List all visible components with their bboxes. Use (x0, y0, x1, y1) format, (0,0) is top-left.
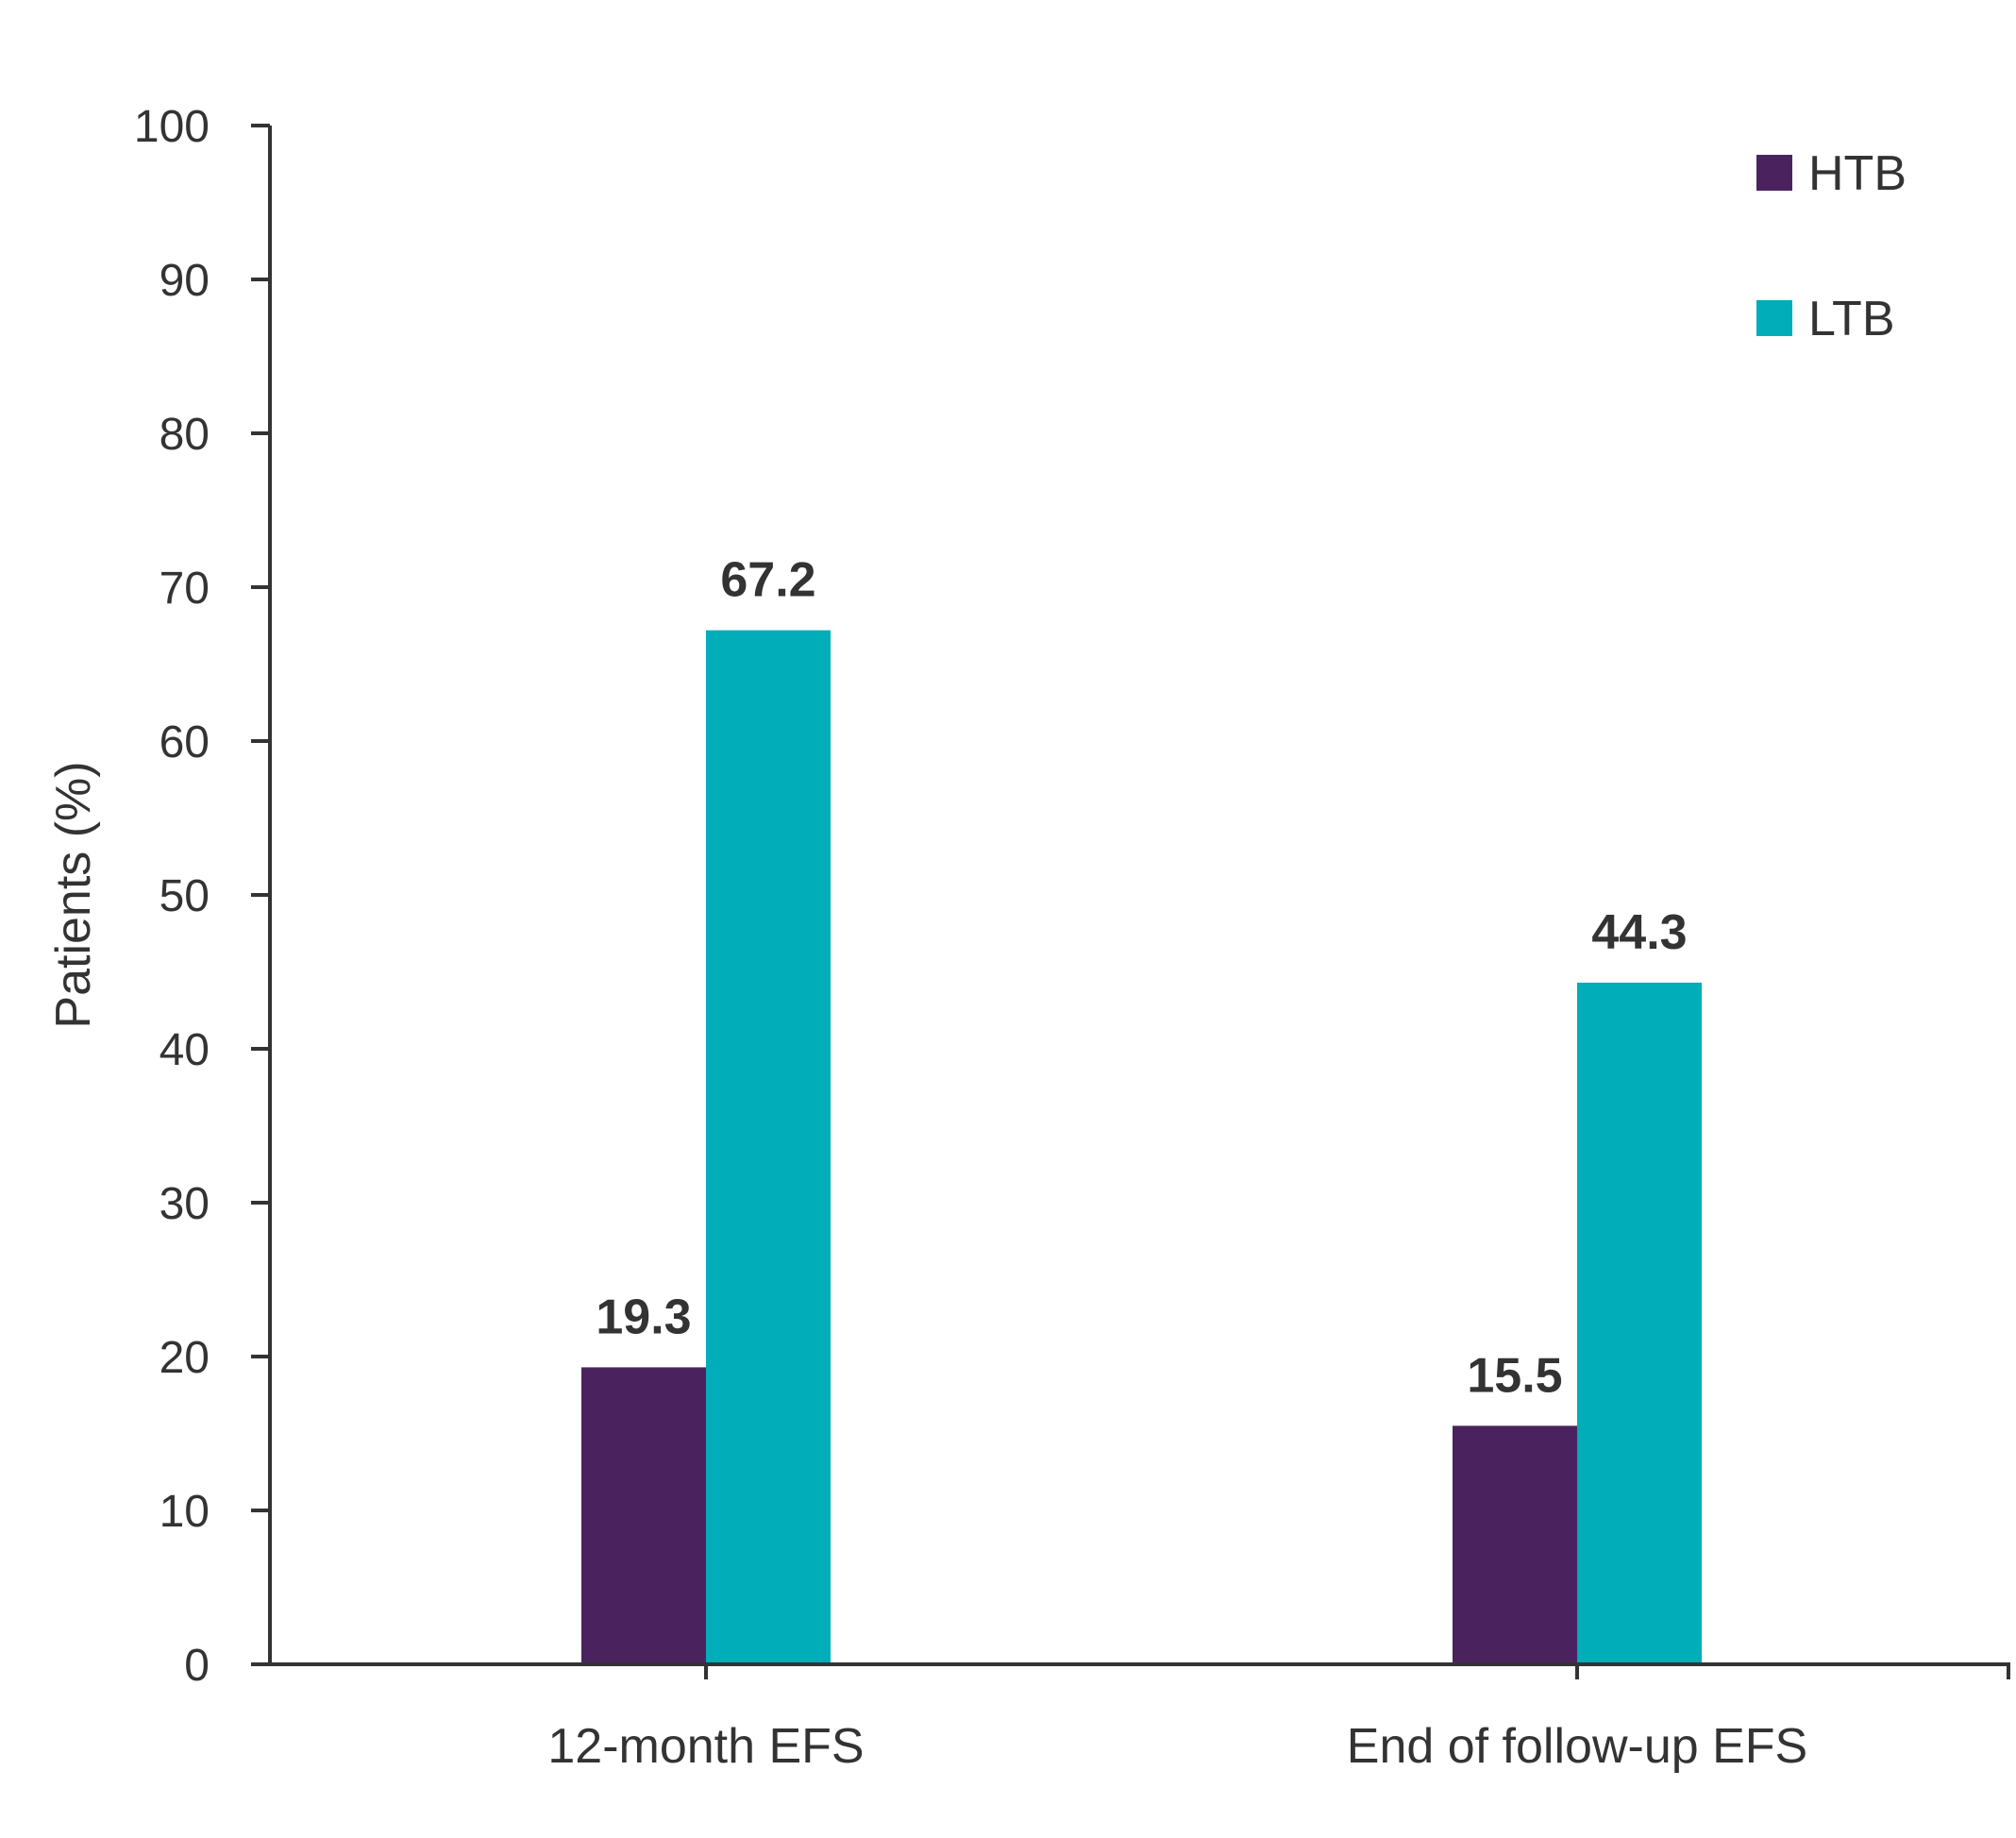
data-label-ltb-2: 44.3 (1591, 905, 1687, 960)
y-axis-ticks: 0 10 20 30 40 50 60 70 80 90 100 (134, 102, 270, 1691)
bar-htb-1 (581, 1367, 706, 1664)
bar-htb-2 (1453, 1425, 1577, 1664)
x-category-label: End of follow-up EFS (1347, 1719, 1807, 1774)
data-label-ltb-1: 67.2 (720, 553, 815, 608)
legend: HTB LTB (1756, 146, 1907, 346)
y-axis-title: Patients (%) (46, 761, 101, 1028)
y-tick-label: 40 (160, 1025, 210, 1075)
data-label-htb-1: 19.3 (596, 1290, 691, 1344)
data-labels: 19.3 67.2 15.5 44.3 (596, 553, 1687, 1404)
y-tick-label: 10 (160, 1487, 210, 1537)
legend-label-ltb: LTB (1808, 292, 1895, 346)
bars (581, 630, 1702, 1664)
y-tick-label: 20 (160, 1333, 210, 1383)
y-tick-label: 60 (160, 717, 210, 767)
y-tick-label: 80 (160, 410, 210, 460)
y-tick-label: 70 (160, 564, 210, 614)
y-tick-label: 90 (160, 256, 210, 306)
legend-swatch-htb (1756, 155, 1792, 191)
data-label-htb-2: 15.5 (1467, 1348, 1562, 1403)
y-tick-label: 30 (160, 1179, 210, 1229)
y-tick-label: 100 (134, 102, 210, 152)
x-category-label: 12-month EFS (547, 1719, 864, 1774)
y-tick-label: 0 (184, 1641, 210, 1691)
bar-ltb-2 (1577, 982, 1702, 1664)
legend-swatch-ltb (1756, 300, 1792, 336)
bar-ltb-1 (706, 630, 831, 1664)
y-tick-label: 50 (160, 871, 210, 921)
x-axis-ticks: 12-month EFS End of follow-up EFS (547, 1664, 2010, 1774)
legend-label-htb: HTB (1808, 146, 1907, 201)
